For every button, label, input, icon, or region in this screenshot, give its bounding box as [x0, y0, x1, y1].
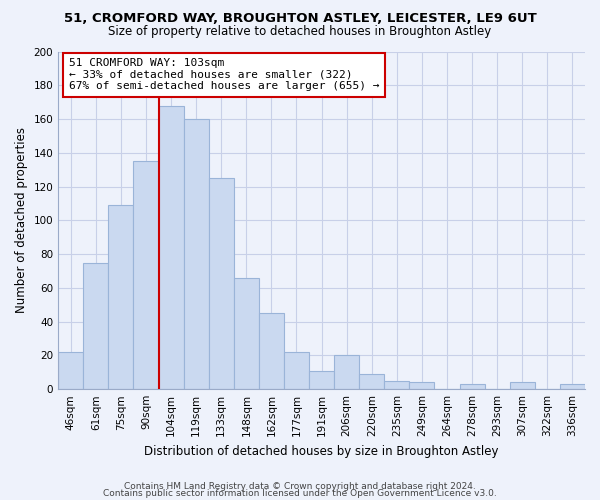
Bar	[109, 205, 133, 389]
Bar	[359, 374, 385, 389]
Bar	[385, 380, 409, 389]
Bar	[259, 313, 284, 389]
Text: Contains public sector information licensed under the Open Government Licence v3: Contains public sector information licen…	[103, 490, 497, 498]
X-axis label: Distribution of detached houses by size in Broughton Astley: Distribution of detached houses by size …	[145, 444, 499, 458]
Bar	[334, 356, 359, 389]
Bar	[284, 352, 309, 389]
Text: 51 CROMFORD WAY: 103sqm
← 33% of detached houses are smaller (322)
67% of semi-d: 51 CROMFORD WAY: 103sqm ← 33% of detache…	[69, 58, 379, 92]
Text: Size of property relative to detached houses in Broughton Astley: Size of property relative to detached ho…	[109, 25, 491, 38]
Bar	[234, 278, 259, 389]
Bar	[309, 370, 334, 389]
Bar	[510, 382, 535, 389]
Bar	[133, 161, 158, 389]
Text: 51, CROMFORD WAY, BROUGHTON ASTLEY, LEICESTER, LE9 6UT: 51, CROMFORD WAY, BROUGHTON ASTLEY, LEIC…	[64, 12, 536, 26]
Bar	[460, 384, 485, 389]
Bar	[184, 119, 209, 389]
Bar	[560, 384, 585, 389]
Bar	[209, 178, 234, 389]
Y-axis label: Number of detached properties: Number of detached properties	[15, 128, 28, 314]
Bar	[83, 262, 109, 389]
Bar	[158, 106, 184, 389]
Bar	[409, 382, 434, 389]
Bar	[58, 352, 83, 389]
Text: Contains HM Land Registry data © Crown copyright and database right 2024.: Contains HM Land Registry data © Crown c…	[124, 482, 476, 491]
